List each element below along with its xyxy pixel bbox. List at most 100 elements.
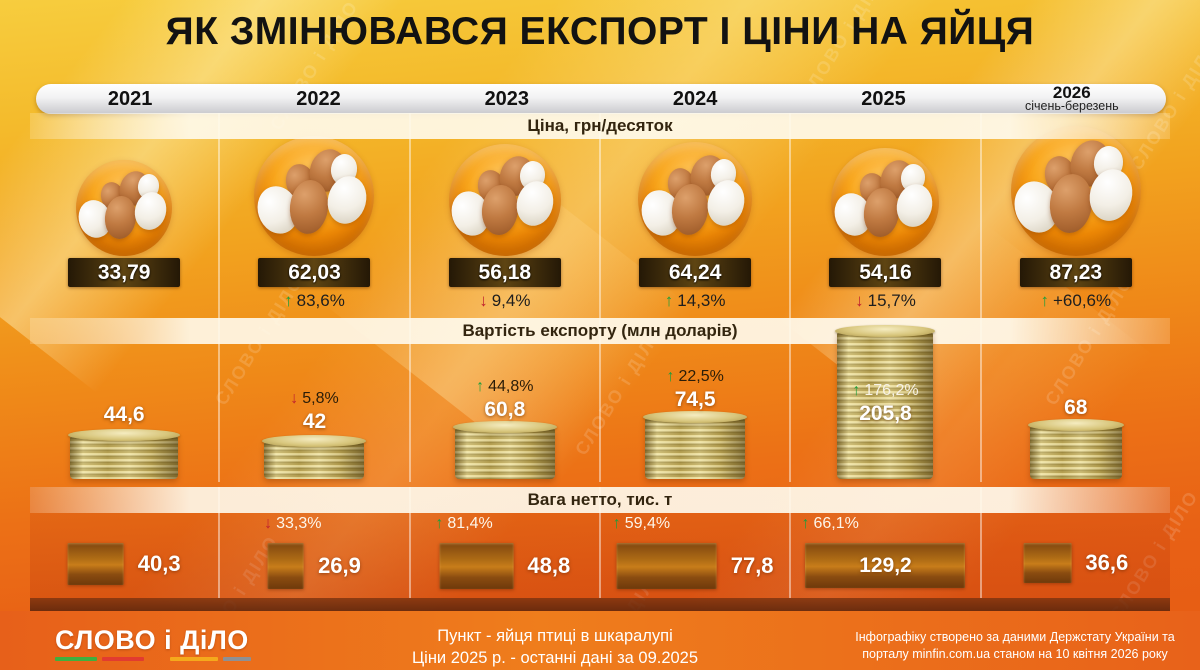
eggs-image (73, 160, 173, 256)
price-row: Ціна, грн/десяток 33,79 62,03 ↑ 83,6% (30, 113, 1170, 318)
price-change: ↓ 15,7% (855, 291, 916, 310)
export-label: ↑ 176,2% 205,8 (791, 380, 979, 426)
weight-col-2021: 40,3 (30, 487, 218, 598)
export-change: ↑ 22,5% (666, 368, 724, 385)
price-col-2025: 54,16 ↓ 15,7% (789, 113, 979, 318)
price-section-header: Ціна, грн/десяток (30, 113, 1170, 139)
coin-stack (835, 325, 936, 479)
price-value-box: 62,03 (258, 258, 371, 287)
price-value-box: 54,16 (829, 258, 942, 287)
change-arrow-icon: ↑ (666, 368, 675, 385)
price-value-box: 87,23 (1019, 258, 1132, 287)
price-change: ↑ 14,3% (664, 291, 726, 310)
logo-segment-yellow (170, 657, 218, 661)
price-col-2022: 62,03 ↑ 83,6% (218, 113, 408, 318)
weight-box (268, 543, 305, 589)
coin-stack (68, 429, 181, 479)
coin-stack (643, 411, 748, 479)
weight-col-2023: ↑ 81,4% 48,8 (408, 487, 599, 598)
export-label: 68 (1064, 396, 1088, 419)
weight-col-2026: 36,6 (979, 487, 1170, 598)
coin-stack (452, 421, 557, 479)
price-col-2023: 56,18 ↓ 9,4% (408, 113, 599, 318)
price-value-box: 33,79 (68, 258, 181, 287)
year-2023: 2023 (484, 88, 530, 110)
price-col-2024: 64,24 ↑ 14,3% (598, 113, 789, 318)
eggs-image (251, 136, 375, 256)
weight-change: ↑ 81,4% (435, 515, 493, 532)
change-arrow-icon: ↑ (801, 515, 810, 532)
page-title: ЯК ЗМІНЮВАВСЯ ЕКСПОРТ І ЦІНИ НА ЯЙЦЯ (165, 10, 1035, 53)
logo-segment-red (102, 657, 144, 661)
export-col-2024: ↑ 22,5% 74,5 (598, 318, 789, 482)
price-change: ↓ 9,4% (479, 291, 531, 310)
weight-col-2024: ↑ 59,4% 77,8 (598, 487, 789, 598)
slovoidilo-logo: СЛОВО і ДіЛО (55, 627, 251, 661)
weight-col-2022: ↓ 33,3% 26,9 (218, 487, 408, 598)
change-arrow-icon: ↓ (479, 291, 488, 310)
export-col-2023: ↑ 44,8% 60,8 (408, 318, 599, 482)
price-col-2026: 87,23 ↑ +60,6% (979, 113, 1170, 318)
price-change: ↑ +60,6% (1040, 291, 1112, 310)
eggs-image (1007, 126, 1141, 256)
export-row: Вартість експорту (млн доларів) 44,6 ↓ 5,… (30, 318, 1170, 482)
logo-segment-gap (144, 657, 170, 661)
weight-box: 129,2 (805, 543, 966, 588)
change-arrow-icon: ↓ (855, 291, 864, 310)
eggs-image (446, 144, 561, 256)
weight-group: ↑ 66,1% 129,2 (801, 515, 966, 588)
weight-change: ↓ 33,3% (264, 515, 322, 532)
price-col-2021: 33,79 (30, 113, 218, 318)
bottom-divider (30, 598, 1170, 611)
year-2022: 2022 (296, 88, 341, 110)
export-col-2025: ↑ 176,2% 205,8 (789, 318, 979, 482)
price-change: ↑ 83,6% (284, 291, 345, 310)
change-arrow-icon: ↓ (264, 515, 273, 532)
change-arrow-icon: ↑ (284, 291, 293, 310)
change-arrow-icon: ↑ (435, 515, 444, 532)
export-label: ↓ 5,8% 42 (220, 388, 408, 434)
export-col-2022: ↓ 5,8% 42 (218, 318, 408, 482)
export-col-2021: 44,6 (30, 318, 218, 482)
weight-col-2025: ↑ 66,1% 129,2 (789, 487, 979, 598)
eggs-image (828, 148, 940, 256)
year-2021: 2021 (107, 88, 153, 110)
export-section-header: Вартість експорту (млн доларів) (30, 318, 1170, 344)
year-2026: 2026 січень-березень (1024, 83, 1119, 113)
year-2024: 2024 (672, 88, 718, 110)
change-arrow-icon: ↓ (290, 390, 299, 407)
weight-box (616, 543, 717, 589)
coin-stack (1027, 419, 1124, 479)
weight-group: 40,3 (67, 543, 181, 585)
eggs-image (635, 142, 753, 256)
change-arrow-icon: ↑ (476, 378, 485, 395)
change-arrow-icon: ↑ (1040, 291, 1049, 310)
weight-group: ↑ 59,4% 77,8 (613, 515, 774, 589)
weight-change: ↑ 66,1% (801, 515, 859, 532)
export-change: ↑ 44,8% (476, 378, 534, 395)
year-bar: 2021 2022 2023 2024 2025 2026 січень-бер… (36, 84, 1166, 114)
coin-stack (262, 435, 367, 479)
price-value-box: 64,24 (639, 258, 752, 287)
weight-row: Вага нетто, тис. т 40,3 ↓ 33,3% 26,9 ↑ 81,… (30, 487, 1170, 598)
change-arrow-icon: ↑ (852, 382, 861, 399)
weight-group: 36,6 (1023, 543, 1128, 583)
export-label: ↑ 44,8% 60,8 (411, 376, 599, 422)
year-2025: 2025 (861, 88, 906, 110)
weight-box (1023, 543, 1072, 583)
weight-section-header: Вага нетто, тис. т (30, 487, 1170, 513)
weight-change: ↑ 59,4% (612, 515, 671, 532)
weight-box (439, 543, 514, 589)
logo-underline (55, 657, 251, 661)
change-arrow-icon: ↑ (612, 515, 621, 532)
weight-box (67, 543, 124, 585)
change-arrow-icon: ↑ (664, 291, 674, 310)
source-credit: Інфографіку створено за даними Держстату… (855, 630, 1175, 661)
price-value-box: 56,18 (448, 258, 561, 287)
export-label: ↑ 22,5% 74,5 (601, 366, 789, 412)
export-change: ↑ 176,2% (852, 382, 919, 399)
year-2026-sublabel: січень-березень (1024, 99, 1119, 113)
export-col-2026: 68 (979, 318, 1170, 482)
logo-segment-gray (223, 657, 251, 661)
